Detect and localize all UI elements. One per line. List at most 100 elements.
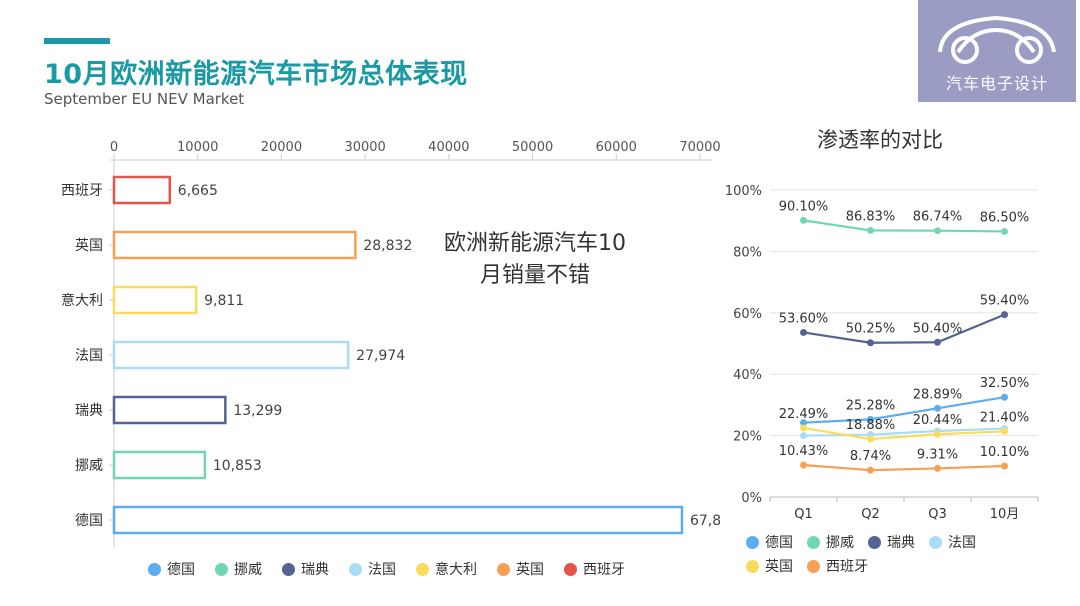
bar (112, 340, 350, 370)
data-label: 20.44% (913, 413, 963, 428)
data-point (867, 435, 874, 443)
legend-label: 意大利 (435, 562, 477, 578)
data-label: 28.89% (913, 387, 963, 402)
penetration-chart-title: 渗透率的对比 (817, 128, 943, 152)
annotation-line-2: 月销量不错 (479, 263, 590, 288)
data-point (1001, 462, 1008, 470)
legend-swatch (282, 562, 295, 576)
data-label: 86.50% (980, 210, 1030, 225)
legend-item[interactable]: 西班牙 (564, 559, 625, 579)
bar-chart-legend: 德国 挪威 瑞典 法国 意大利 英国 西班牙 (148, 559, 645, 579)
data-label: 90.10% (779, 199, 829, 214)
legend-label: 瑞典 (301, 562, 329, 578)
data-point (1001, 227, 1008, 235)
y-category-label: 挪威 (75, 458, 103, 474)
legend-item[interactable]: 挪威 (807, 532, 854, 552)
sales-bar-chart: 0 10000 20000 30000 40000 50000 60000 70000 西班牙 6… (61, 140, 720, 548)
legend-item[interactable]: 英国 (746, 556, 793, 576)
x-tick-label: 20000 (261, 140, 302, 155)
legend-label: 西班牙 (583, 562, 625, 578)
data-label: 10.10% (980, 445, 1030, 460)
data-label: 50.25% (846, 322, 896, 337)
bar (112, 285, 198, 315)
data-point (800, 432, 807, 440)
x-tick-label: 60000 (596, 140, 637, 155)
x-tick-label: 30000 (344, 140, 385, 155)
data-label: 25.28% (846, 398, 896, 413)
data-label: 53.60% (779, 311, 829, 326)
data-label: 59.40% (980, 294, 1030, 309)
page-title: 10月欧洲新能源汽车市场总体表现 (44, 59, 468, 90)
legend-label: 英国 (765, 559, 793, 575)
series-line (803, 396, 1005, 424)
legend-swatch (746, 535, 759, 549)
data-point (867, 339, 874, 347)
series-line (803, 219, 1005, 233)
penetration-line-chart: 0% 20% 40% 60% 80% 100% Q1 Q2 Q3 10月 25.28% 28.89% 3… (725, 184, 1039, 522)
legend-item[interactable]: 法国 (929, 532, 976, 552)
legend-item[interactable]: 英国 (497, 559, 544, 579)
annotation-line-1: 欧洲新能源汽车10 (444, 231, 626, 256)
data-point (800, 424, 807, 432)
bar (112, 175, 172, 205)
data-point (867, 415, 874, 423)
data-label: 50.40% (913, 321, 963, 336)
legend-item[interactable]: 瑞典 (868, 532, 915, 552)
legend-label: 德国 (765, 535, 793, 551)
x-tick-label: 10月 (990, 507, 1020, 522)
data-point (934, 338, 941, 346)
y-category-label: 德国 (75, 513, 103, 529)
legend-item[interactable]: 意大利 (416, 559, 477, 579)
bar-value-label: 13,299 (233, 403, 282, 419)
series-line (803, 427, 1005, 437)
bar (112, 230, 357, 260)
legend-swatch (148, 562, 161, 576)
legend-item[interactable]: 挪威 (215, 559, 262, 579)
data-label: 32.50% (980, 376, 1030, 391)
legend-swatch (349, 562, 362, 576)
legend-item[interactable]: 西班牙 (807, 556, 868, 576)
legend-swatch (929, 535, 942, 549)
data-point (934, 404, 941, 412)
legend-label: 法国 (368, 562, 396, 578)
legend-item[interactable]: 德国 (746, 532, 793, 552)
legend-label: 瑞典 (887, 535, 915, 551)
legend-label: 法国 (948, 535, 976, 551)
x-tick-label: Q1 (794, 507, 813, 522)
y-category-label: 瑞典 (75, 403, 103, 419)
bar (112, 450, 207, 480)
y-category-label: 英国 (75, 237, 103, 254)
y-tick-label: 80% (733, 245, 762, 260)
data-point (867, 466, 874, 474)
legend-swatch (564, 562, 577, 576)
y-category-label: 西班牙 (61, 183, 103, 199)
line-chart-legend: 德国 挪威 瑞典 法国英国 西班牙 (746, 532, 1046, 576)
data-point (800, 461, 807, 469)
x-tick-label: Q3 (928, 507, 947, 522)
legend-item[interactable]: 法国 (349, 559, 396, 579)
data-point (800, 419, 807, 427)
legend-label: 挪威 (826, 535, 854, 551)
data-point (1001, 311, 1008, 319)
bar-value-label: 67,845 (690, 513, 720, 529)
data-label: 18.88% (846, 418, 896, 433)
x-tick-label: Q2 (861, 507, 880, 522)
legend-item[interactable]: 瑞典 (282, 559, 329, 579)
data-point (867, 226, 874, 234)
logo-text: 汽车电子设计 (945, 74, 1048, 93)
brand-logo: 汽车电子设计 (918, 0, 1076, 102)
x-tick-label: 10000 (177, 140, 218, 155)
data-point (934, 430, 941, 438)
y-tick-label: 100% (725, 184, 762, 199)
data-label: 22.49% (779, 407, 829, 422)
data-label: 9.31% (917, 447, 958, 462)
legend-swatch (416, 562, 429, 576)
data-label: 86.74% (913, 210, 963, 225)
y-tick-label: 20% (733, 430, 762, 445)
title-accent-bar (44, 38, 110, 44)
x-tick-label: 0 (110, 140, 118, 155)
data-label: 10.43% (779, 444, 829, 459)
legend-item[interactable]: 德国 (148, 559, 195, 579)
data-point (934, 227, 941, 235)
chart-annotation: 欧洲新能源汽车10 月销量不错 (425, 228, 645, 292)
